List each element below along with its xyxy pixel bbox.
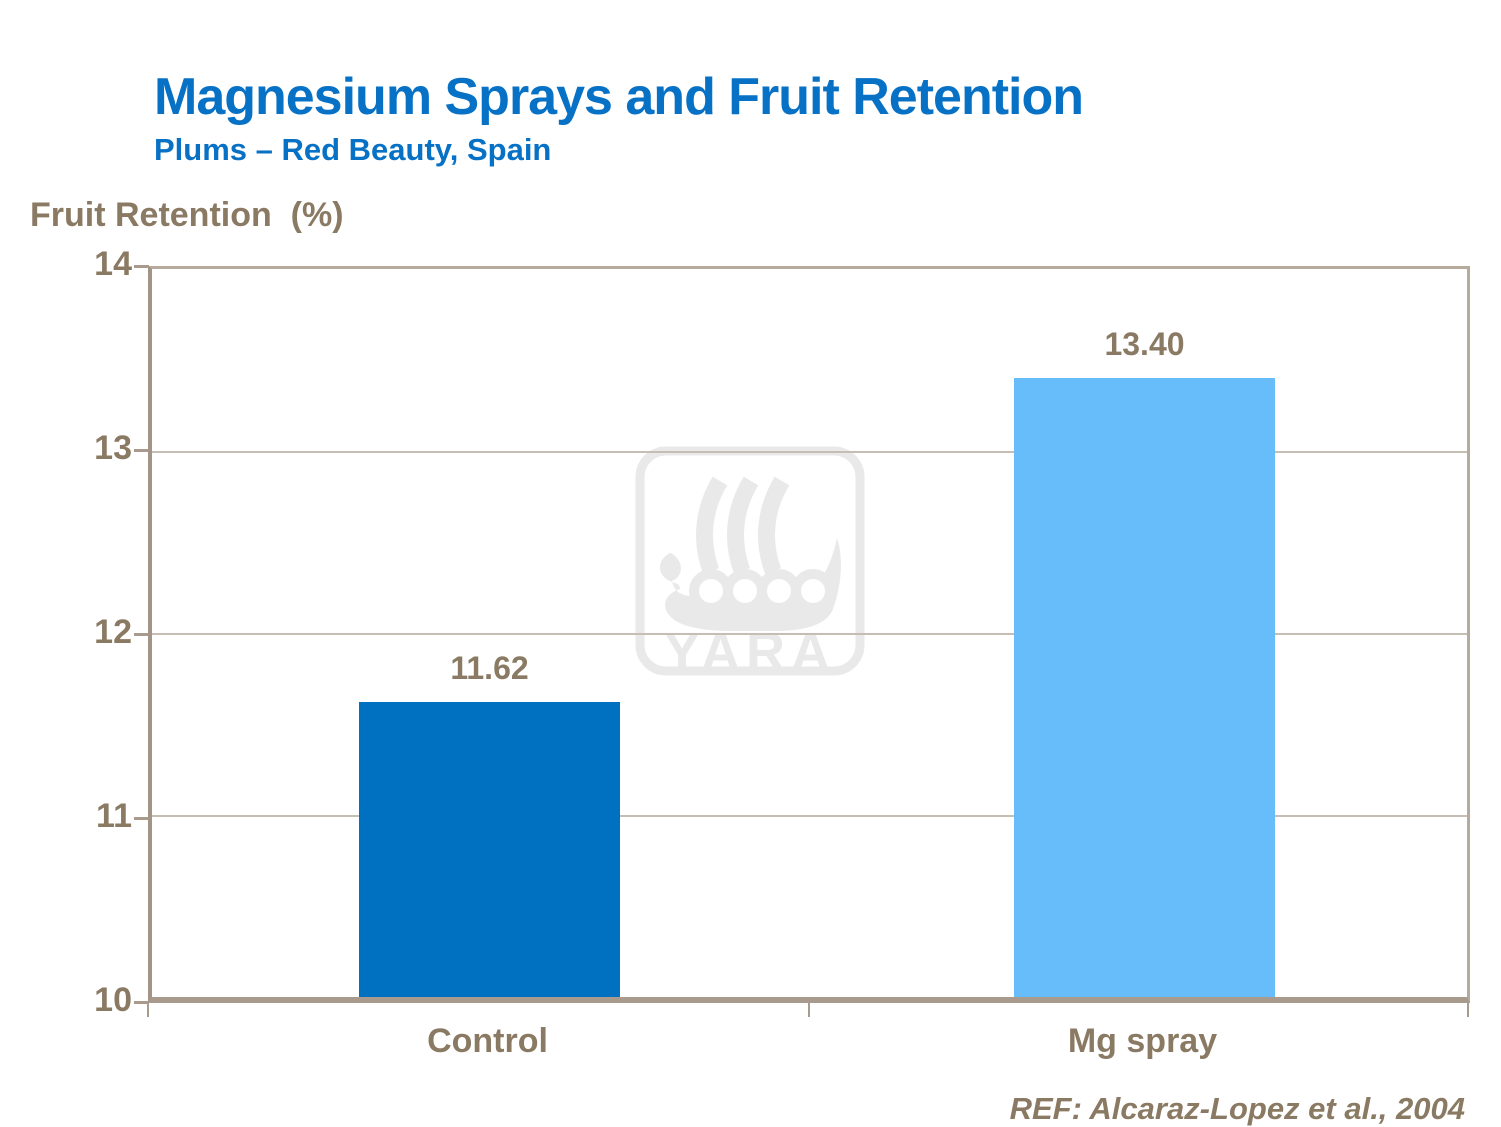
y-tick-label-13: 13 — [94, 428, 132, 467]
x-tick-mark — [808, 1003, 810, 1017]
x-category-label-control: Control — [427, 1022, 548, 1060]
y-tick-label-14: 14 — [94, 244, 132, 283]
y-tick-mark — [134, 265, 149, 268]
chart-title: Magnesium Sprays and Fruit Retention — [154, 68, 1084, 126]
yara-logo-watermark: YARA — [630, 441, 870, 682]
x-tick-mark — [147, 1003, 149, 1017]
x-tick-mark — [1467, 1003, 1469, 1017]
y-axis-label: Fruit Retention (%) — [30, 196, 344, 234]
x-category-label-mg-spray: Mg spray — [1067, 1022, 1218, 1060]
bar-group-mg-spray: 13.40 — [1014, 269, 1275, 997]
bar-control — [359, 702, 620, 997]
gridline-12 — [152, 633, 1467, 635]
gridline-11 — [152, 815, 1467, 817]
ship-shields — [689, 569, 835, 613]
bar-value-control: 11.62 — [450, 650, 529, 687]
y-tick-label-10: 10 — [94, 980, 132, 1019]
plot-area: 11.62 13.40 — [148, 266, 1470, 1003]
y-tick-label-12: 12 — [94, 612, 132, 651]
bar-group-control: 11.62 — [359, 269, 620, 997]
y-tick-mark — [134, 449, 149, 452]
bar-mg-spray — [1014, 378, 1275, 997]
y-tick-mark — [134, 633, 149, 636]
gridline-13 — [152, 451, 1467, 453]
y-tick-mark — [134, 817, 149, 820]
chart-subtitle: Plums – Red Beauty, Spain — [154, 131, 552, 167]
header: Magnesium Sprays and Fruit Retention Plu… — [154, 68, 1084, 167]
watermark-text: YARA — [664, 622, 836, 681]
y-tick-mark — [134, 1001, 149, 1004]
reference-citation: REF: Alcaraz-Lopez et al., 2004 — [1009, 1091, 1465, 1126]
viking-ship-icon: YARA — [635, 446, 865, 682]
bar-value-mg-spray: 13.40 — [1104, 326, 1185, 363]
y-tick-label-11: 11 — [96, 796, 132, 835]
